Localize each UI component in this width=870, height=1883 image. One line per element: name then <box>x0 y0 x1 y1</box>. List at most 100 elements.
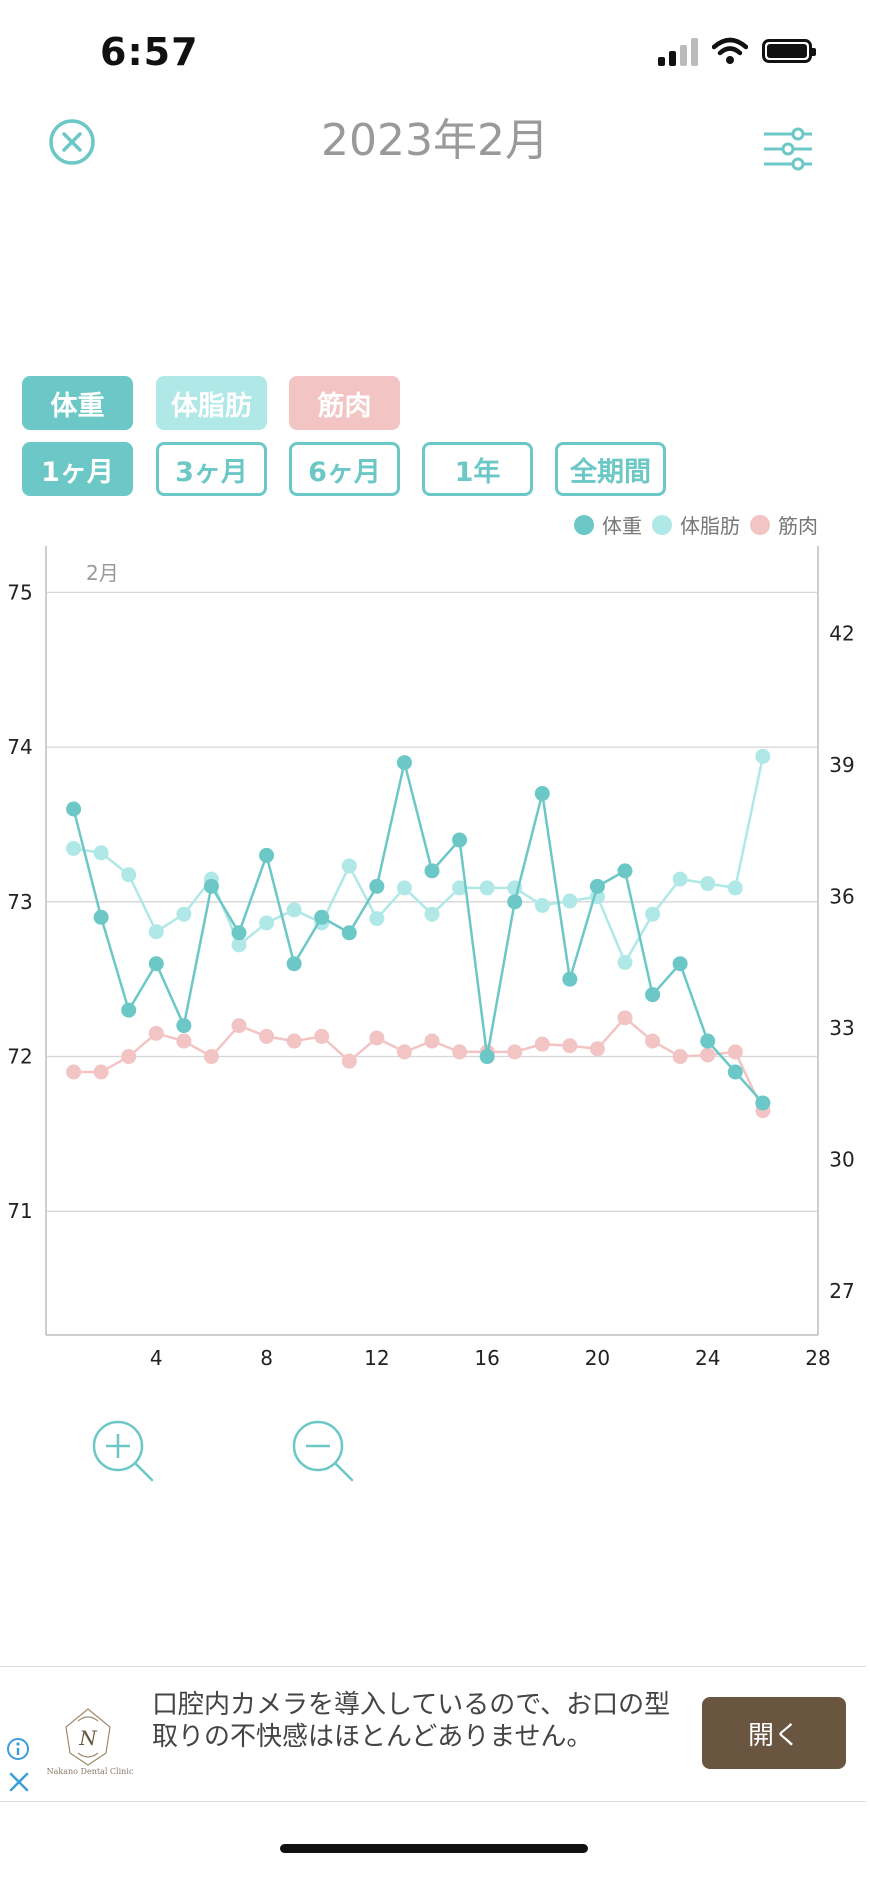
cellular-signal-icon <box>658 36 698 66</box>
period-3-months[interactable]: 3ヶ月 <box>156 442 267 496</box>
y-tick-right: 30 <box>829 1148 854 1172</box>
data-point <box>396 880 412 896</box>
data-point <box>507 1044 523 1060</box>
series-line <box>73 1016 764 1112</box>
series-line <box>73 756 765 966</box>
data-point <box>562 971 578 987</box>
data-point <box>645 906 661 922</box>
data-point <box>369 878 385 894</box>
x-tick: 4 <box>150 1346 163 1370</box>
data-point <box>369 1030 385 1046</box>
data-point <box>700 1047 716 1063</box>
data-point <box>93 1064 109 1080</box>
data-point <box>93 909 109 925</box>
data-point <box>534 786 550 802</box>
data-point <box>755 748 771 764</box>
data-point <box>452 880 468 896</box>
data-point <box>176 906 192 922</box>
data-point <box>672 956 688 972</box>
x-tick: 12 <box>364 1346 389 1370</box>
status-time: 6:57 <box>100 30 199 74</box>
data-point <box>645 1033 661 1049</box>
ad-text[interactable]: 口腔内カメラを導入しているので、お口の型取りの不快感はほとんどありません。 <box>152 1690 671 1752</box>
data-point <box>562 1038 578 1054</box>
data-point <box>259 915 275 931</box>
tab-body-fat[interactable]: 体脂肪 <box>156 376 267 430</box>
data-point <box>203 878 219 894</box>
data-point <box>645 987 661 1003</box>
data-point <box>589 878 605 894</box>
data-point <box>589 1041 605 1057</box>
ad-banner[interactable]: N Nakano Dental Clinic 口腔内カメラを導入しているので、お… <box>0 1666 866 1802</box>
data-point <box>617 954 633 970</box>
data-point <box>286 956 302 972</box>
x-tick: 8 <box>260 1346 273 1370</box>
wifi-icon <box>712 37 748 64</box>
data-point <box>176 1033 192 1049</box>
data-point <box>286 1033 302 1049</box>
data-point <box>121 1049 137 1065</box>
zoom-in-button[interactable] <box>90 1418 160 1488</box>
ad-info-icon[interactable] <box>6 1737 30 1761</box>
y-tick-right: 27 <box>829 1279 854 1303</box>
data-point <box>424 863 440 879</box>
tab-muscle[interactable]: 筋肉 <box>289 376 400 430</box>
data-point <box>231 1018 247 1034</box>
legend-dot-weight <box>574 514 594 535</box>
series-line <box>72 762 764 1104</box>
legend-item-muscle: 筋肉 <box>750 510 818 539</box>
chart-legend: 体重 体脂肪 筋肉 <box>574 510 818 539</box>
data-point <box>176 1018 192 1034</box>
tab-weight[interactable]: 体重 <box>22 376 133 430</box>
status-icons <box>658 36 816 66</box>
data-point <box>314 1028 330 1044</box>
data-point <box>341 925 357 941</box>
x-tick: 16 <box>474 1346 499 1370</box>
data-point <box>562 893 578 909</box>
data-point <box>755 1095 771 1111</box>
data-point <box>93 845 109 861</box>
data-point <box>66 801 82 817</box>
home-indicator <box>280 1844 588 1853</box>
period-6-months[interactable]: 6ヶ月 <box>289 442 400 496</box>
x-tick: 24 <box>695 1346 720 1370</box>
ad-open-button[interactable]: 開く <box>702 1697 846 1769</box>
period-1-year[interactable]: 1年 <box>422 442 533 496</box>
data-point <box>672 1049 688 1065</box>
svg-text:N: N <box>78 1726 98 1750</box>
y-tick-right: 33 <box>829 1016 854 1040</box>
y-tick-left: 73 <box>7 890 32 914</box>
month-label: 2月 <box>86 561 119 585</box>
y-tick-left: 75 <box>7 580 32 604</box>
data-point <box>534 1036 550 1052</box>
data-point <box>66 840 82 856</box>
period-1-month[interactable]: 1ヶ月 <box>22 442 133 496</box>
data-point <box>424 906 440 922</box>
legend-label-weight: 体重 <box>602 514 642 538</box>
page-title: 2023年2月 <box>321 115 549 166</box>
data-point <box>203 1049 219 1065</box>
weight-chart[interactable]: 71 72 73 74 75 27 30 33 36 39 42 4 8 12 16 20 24 28 2月 <box>0 540 870 1380</box>
ad-close-icon[interactable] <box>8 1771 30 1793</box>
data-point <box>617 863 633 879</box>
data-point <box>479 1049 495 1065</box>
y-tick-left: 72 <box>7 1045 32 1069</box>
data-point <box>727 1064 743 1080</box>
close-button[interactable] <box>48 118 96 166</box>
filter-settings-button[interactable] <box>762 126 814 172</box>
data-point <box>534 897 550 913</box>
data-point <box>727 880 743 896</box>
zoom-out-icon <box>292 1420 354 1482</box>
data-point <box>286 902 302 918</box>
zoom-out-button[interactable] <box>290 1418 360 1488</box>
data-point <box>396 1044 412 1060</box>
period-all[interactable]: 全期間 <box>555 442 666 496</box>
data-point <box>341 1053 357 1069</box>
data-point <box>452 832 468 848</box>
legend-dot-body-fat <box>652 514 672 535</box>
data-point <box>727 1044 743 1060</box>
battery-icon <box>762 39 816 63</box>
zoom-in-icon <box>92 1420 154 1482</box>
clinic-logo-icon: N <box>65 1708 111 1766</box>
data-point <box>672 871 688 887</box>
